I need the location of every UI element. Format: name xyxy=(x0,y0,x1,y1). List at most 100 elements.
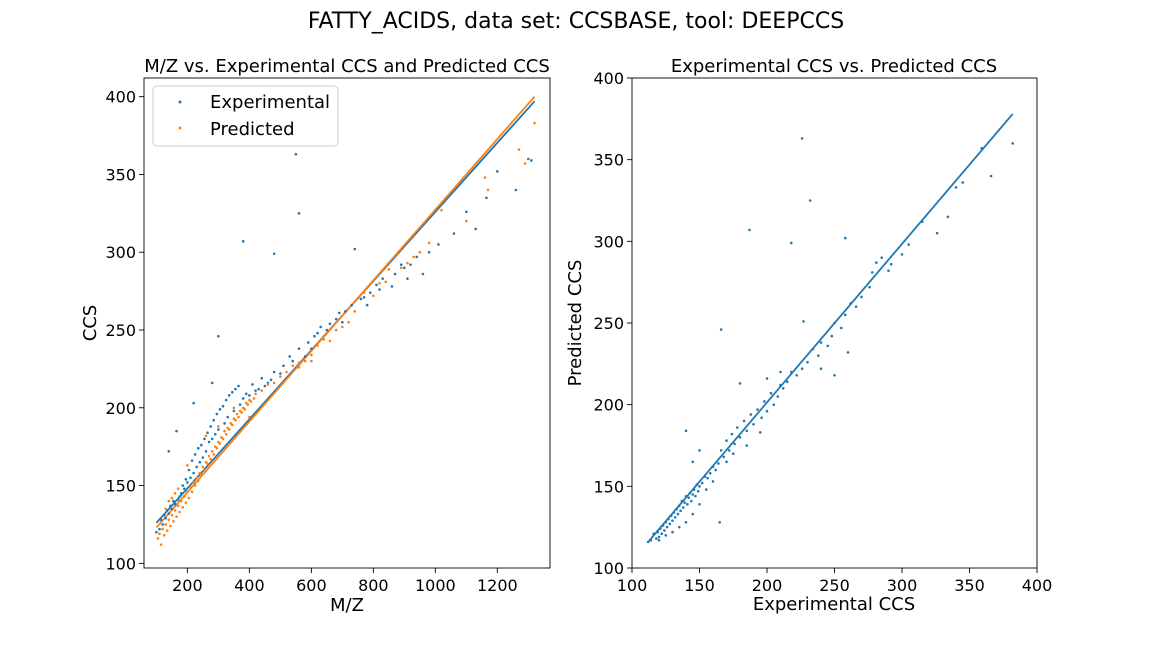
data-point xyxy=(350,303,353,307)
data-point xyxy=(854,305,858,308)
data-point xyxy=(310,347,313,350)
data-point xyxy=(306,341,310,344)
data-point xyxy=(719,328,723,331)
data-point xyxy=(844,236,847,240)
data-point xyxy=(176,498,180,501)
data-point xyxy=(196,446,200,450)
data-point xyxy=(372,294,375,298)
data-point xyxy=(989,174,993,178)
legend-marker-predicted xyxy=(178,126,182,130)
data-point xyxy=(657,538,661,542)
data-point xyxy=(718,520,722,524)
data-point xyxy=(659,527,662,531)
data-point xyxy=(844,313,847,317)
data-point xyxy=(671,530,674,534)
data-point xyxy=(170,496,174,500)
data-point xyxy=(440,208,443,212)
chart-left-points xyxy=(155,121,536,546)
data-point xyxy=(736,426,739,429)
data-point xyxy=(221,437,225,441)
data-point xyxy=(297,347,301,350)
data-point xyxy=(203,437,206,441)
data-point xyxy=(514,188,518,192)
data-point xyxy=(980,146,983,150)
data-point xyxy=(316,331,319,335)
data-point xyxy=(485,196,488,200)
data-point xyxy=(210,450,214,453)
data-point xyxy=(272,252,276,256)
data-point xyxy=(176,504,180,508)
data-point xyxy=(833,321,836,325)
data-point xyxy=(234,387,237,391)
data-point xyxy=(765,409,769,413)
data-point xyxy=(279,375,282,378)
chart-left-plot-area xyxy=(143,77,551,569)
data-point xyxy=(687,496,690,500)
data-point xyxy=(698,503,701,506)
data-point xyxy=(465,210,468,214)
data-point xyxy=(184,501,188,504)
data-point xyxy=(347,320,350,324)
data-point xyxy=(215,412,219,416)
chart-left-x-label: M/Z xyxy=(330,595,364,616)
data-point xyxy=(158,527,161,531)
chart-left-title: M/Z vs. Experimental CCS and Predicted C… xyxy=(144,56,550,77)
data-point xyxy=(749,413,753,416)
data-point xyxy=(700,481,704,485)
data-point xyxy=(182,495,186,498)
y-tick-label: 350 xyxy=(105,165,136,184)
data-point xyxy=(683,501,686,504)
data-point xyxy=(871,271,874,274)
data-point xyxy=(190,459,194,462)
data-point xyxy=(1011,142,1014,145)
data-point xyxy=(738,382,742,385)
data-point xyxy=(733,442,736,446)
data-point xyxy=(170,507,174,511)
data-point xyxy=(244,392,248,396)
data-point xyxy=(368,291,372,294)
data-point xyxy=(378,288,381,291)
fit-line xyxy=(647,113,1014,543)
data-point xyxy=(679,509,682,513)
data-point xyxy=(248,415,251,419)
data-point xyxy=(655,537,658,540)
x-tick-label: 800 xyxy=(358,576,389,595)
data-point xyxy=(704,488,708,491)
data-point xyxy=(210,381,214,385)
data-point xyxy=(698,485,701,488)
data-point xyxy=(310,359,313,363)
data-point xyxy=(282,364,285,368)
data-point xyxy=(164,523,167,526)
y-tick-label: 100 xyxy=(105,554,136,573)
data-point xyxy=(362,296,366,299)
data-point xyxy=(381,277,384,280)
data-point xyxy=(238,403,242,406)
data-point xyxy=(690,499,693,503)
chart-right-points xyxy=(646,137,1014,544)
data-point xyxy=(212,418,216,422)
data-point xyxy=(201,465,205,469)
data-point xyxy=(193,484,197,487)
data-point xyxy=(161,527,164,531)
data-point xyxy=(186,490,189,494)
data-point xyxy=(730,432,734,436)
data-point xyxy=(260,389,264,392)
data-point xyxy=(727,449,731,452)
data-point xyxy=(303,355,307,358)
data-point xyxy=(337,311,341,315)
data-point xyxy=(722,455,726,459)
data-point xyxy=(175,515,178,518)
x-tick-label: 100 xyxy=(617,576,648,595)
data-point xyxy=(198,460,202,464)
data-point xyxy=(656,530,659,534)
data-point xyxy=(319,325,322,329)
data-point xyxy=(173,509,177,512)
data-point xyxy=(254,392,257,396)
chart-left-y-ticks: 100 150 200 250 300 350 400 xyxy=(105,88,144,573)
data-point xyxy=(954,186,958,189)
data-point xyxy=(167,518,171,522)
data-point xyxy=(234,418,237,422)
data-point xyxy=(415,255,419,259)
data-point xyxy=(158,532,161,536)
